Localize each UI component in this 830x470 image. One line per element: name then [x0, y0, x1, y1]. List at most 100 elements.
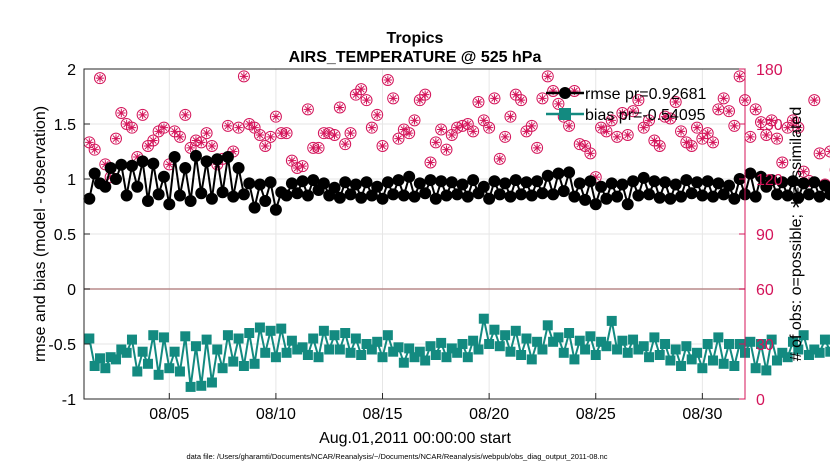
possible-point — [770, 132, 783, 145]
rmse-point — [648, 175, 661, 188]
possible-point — [541, 70, 554, 83]
bias-point — [174, 366, 185, 377]
assimilated-point — [708, 138, 718, 147]
bias-point — [398, 357, 409, 368]
rmse-point — [653, 191, 666, 204]
bias-point — [750, 363, 761, 374]
rmse-series — [83, 149, 830, 216]
bias-point — [281, 347, 292, 358]
rmse-point — [723, 179, 736, 192]
assimilated-point — [527, 121, 536, 131]
legend-rmse-label: rmse pr=0.92681 — [585, 86, 707, 103]
rmse-point — [584, 175, 597, 188]
y-right-tick-label: 150 — [756, 117, 783, 134]
rmse-point — [253, 178, 266, 191]
rmse-point — [621, 198, 634, 211]
rmse-point — [754, 170, 767, 183]
rmse-point — [83, 192, 96, 205]
bias-point — [105, 352, 116, 363]
rmse-point — [125, 159, 138, 172]
rmse-point — [770, 188, 783, 201]
bias-point — [755, 339, 766, 349]
rmse-point — [291, 187, 304, 200]
rmse-point — [504, 190, 517, 203]
bias-point — [724, 339, 735, 349]
assimilated-point — [564, 121, 574, 131]
x-tick-label: 08/05 — [149, 406, 189, 423]
possible-point — [115, 107, 128, 119]
assimilated-point — [378, 141, 387, 151]
rmse-point — [243, 177, 256, 190]
assimilated-point — [815, 149, 824, 158]
rmse-point — [786, 175, 799, 188]
legend: rmse pr=0.92681 bias pr=-0.54095 — [546, 86, 707, 124]
assimilated-point — [95, 73, 105, 83]
possible-point — [797, 165, 810, 178]
rmse-point — [765, 174, 778, 187]
chart-subtitle: AIRS_TEMPERATURE @ 525 hPa — [289, 49, 542, 66]
bias-point — [110, 354, 121, 365]
bias-point — [505, 346, 516, 357]
legend-rmse-marker — [559, 87, 571, 99]
rmse-point — [221, 151, 234, 163]
assimilated-point — [431, 138, 441, 147]
possible-point — [675, 125, 688, 138]
rmse-point — [792, 191, 805, 204]
assimilated-point — [298, 161, 307, 171]
bias-point — [393, 342, 404, 353]
assimilated-point — [586, 149, 595, 158]
rmse-point — [691, 176, 704, 189]
assimilated-point — [293, 163, 302, 173]
assimilated-point — [682, 138, 691, 147]
y-axis-label: rmse and bias (model - observation) — [32, 106, 49, 362]
possible-point — [344, 127, 357, 140]
bias-point — [590, 350, 601, 360]
x-axis-label: Aug.01,2011 00:00:00 start — [319, 430, 511, 447]
rmse-point — [605, 177, 618, 190]
possible-point — [749, 103, 762, 116]
assimilated-point — [762, 130, 771, 140]
rmse-point — [595, 180, 608, 193]
assimilated-point — [287, 156, 297, 165]
bias-point — [633, 344, 644, 355]
bias-point — [318, 325, 329, 336]
bias-point — [457, 339, 468, 349]
bias-point — [697, 363, 708, 374]
rmse-point — [104, 162, 117, 174]
rmse-point — [285, 177, 298, 190]
rmse-point — [488, 175, 501, 188]
possible-point — [621, 129, 634, 141]
rmse-point — [237, 188, 250, 201]
y-tick-label: 0 — [67, 282, 76, 299]
bias-point — [452, 347, 463, 358]
bias-point — [702, 339, 713, 349]
bias-point — [622, 347, 633, 358]
assimilated-point — [303, 105, 313, 114]
assimilated-point — [751, 105, 760, 114]
bias-point — [798, 330, 809, 341]
rmse-point — [173, 189, 186, 202]
y-right-tick-label: 90 — [756, 227, 774, 244]
bias-point — [660, 339, 671, 349]
assimilated-point — [266, 132, 275, 142]
rmse-point — [403, 170, 416, 183]
bias-point — [340, 328, 351, 338]
assimilated-point — [628, 106, 638, 116]
assimilated-point — [575, 139, 584, 149]
assimilated-point — [223, 121, 233, 131]
possible-point — [360, 94, 373, 107]
possible-point — [269, 110, 282, 123]
assimilated-point — [463, 119, 473, 129]
rmse-point — [355, 191, 368, 204]
possible-point — [765, 114, 778, 127]
bias-point — [377, 352, 388, 363]
rmse-point — [445, 176, 458, 189]
bias-point — [548, 336, 559, 347]
assimilated-point — [271, 112, 281, 121]
bias-point — [345, 347, 356, 358]
assimilated-point — [612, 132, 622, 142]
assimilated-point — [767, 116, 776, 125]
x-tick-label: 08/30 — [682, 406, 722, 423]
assimilated-point — [548, 86, 558, 96]
footer-datafile: data file: /Users/gharamti/Documents/NCA… — [186, 452, 607, 461]
